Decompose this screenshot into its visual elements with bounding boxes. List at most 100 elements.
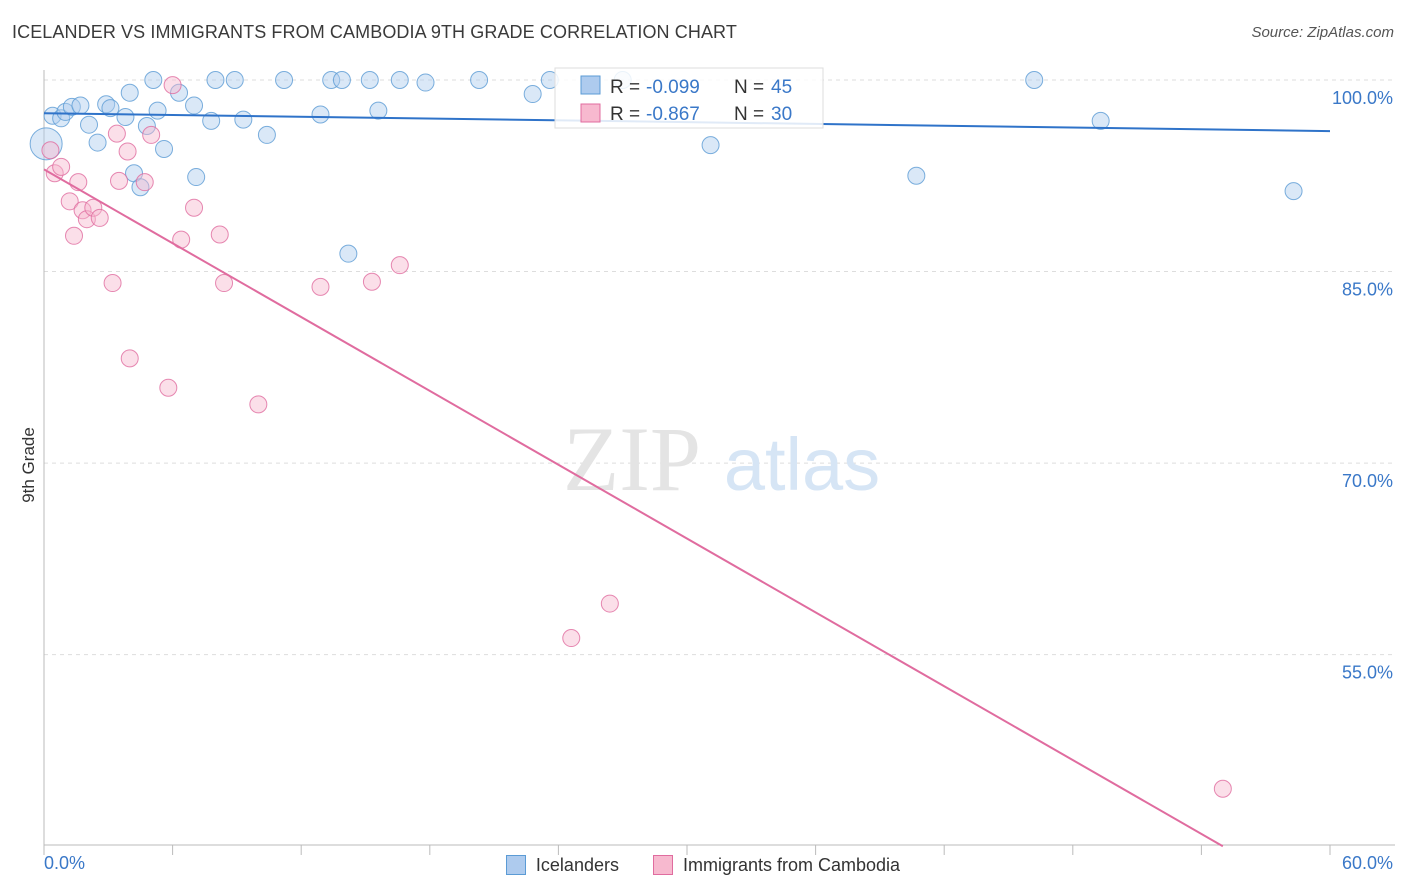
point-0-26 <box>275 71 294 89</box>
point-1-17 <box>159 378 178 397</box>
x-tick-label-min: 0.0% <box>44 853 85 873</box>
point-0-9 <box>101 99 120 118</box>
watermark: ZIP atlas <box>563 408 880 510</box>
point-0-30 <box>339 244 358 263</box>
point-1-4 <box>65 226 84 245</box>
stats-r-value-2: -0.867 <box>646 104 700 125</box>
stats-r-value-1: -0.099 <box>646 77 700 98</box>
series-points <box>29 71 1303 798</box>
point-1-28 <box>600 594 619 613</box>
stats-legend-swatch-pink <box>580 103 601 123</box>
point-0-11 <box>120 83 139 102</box>
point-0-18 <box>170 83 189 102</box>
axes <box>43 70 1395 855</box>
y-axis-label: 9th Grade <box>19 427 38 503</box>
point-1-23 <box>249 395 268 414</box>
point-1-15 <box>135 173 154 192</box>
stats-legend: R = -0.099 N = 45 R = -0.867 N = 30 <box>554 67 824 129</box>
y-tick-label-0: 100.0% <box>1332 88 1393 108</box>
x-tick-label-max: 60.0% <box>1342 853 1393 873</box>
point-0-17 <box>155 139 174 158</box>
point-0-21 <box>202 111 221 130</box>
point-0-23 <box>225 71 244 89</box>
point-0-39 <box>701 136 720 155</box>
point-0-32 <box>369 101 388 120</box>
point-0-15 <box>144 71 163 89</box>
point-0-35 <box>470 71 489 89</box>
stats-r-label-1: R = <box>610 77 640 98</box>
series-legend: Icelanders Immigrants from Cambodia <box>0 852 1406 878</box>
point-0-27 <box>311 105 330 124</box>
point-1-6 <box>73 201 92 220</box>
point-0-31 <box>360 71 379 89</box>
point-1-29 <box>1213 779 1232 798</box>
point-0-22 <box>206 71 225 89</box>
point-1-26 <box>390 256 409 275</box>
y-tick-label-3: 55.0% <box>1342 663 1393 683</box>
legend-label-icelanders: Icelanders <box>535 854 619 875</box>
point-1-2 <box>52 157 71 176</box>
point-0-24 <box>234 110 253 129</box>
point-0-36 <box>523 85 542 104</box>
point-1-8 <box>84 198 103 217</box>
watermark-atlas: atlas <box>724 423 880 506</box>
legend-item-cambodia: Immigrants from Cambodia <box>652 852 901 878</box>
point-0-40 <box>907 166 926 185</box>
point-0-20 <box>187 168 206 187</box>
point-1-12 <box>110 171 129 190</box>
legend-item-icelanders: Icelanders <box>505 852 619 878</box>
point-0-5 <box>71 96 90 115</box>
stats-n-label-1: N = <box>734 77 764 98</box>
point-1-3 <box>60 192 79 211</box>
point-0-14 <box>137 116 156 135</box>
point-1-0 <box>41 141 60 160</box>
stats-legend-swatch-blue <box>580 75 601 95</box>
point-1-21 <box>210 225 229 244</box>
y-tick-label-1: 85.0% <box>1342 280 1393 300</box>
point-1-20 <box>185 198 204 217</box>
point-1-13 <box>118 142 137 161</box>
point-0-6 <box>80 115 99 134</box>
point-1-11 <box>107 124 126 143</box>
y-tick-labels: 100.0% 85.0% 70.0% 55.0% <box>1332 88 1393 683</box>
point-0-43 <box>1284 182 1303 201</box>
point-0-41 <box>1025 71 1044 89</box>
legend-swatch-icelanders <box>505 855 526 875</box>
point-1-14 <box>120 349 139 368</box>
point-1-16 <box>142 125 161 144</box>
point-0-28 <box>322 71 341 89</box>
y-tick-label-2: 70.0% <box>1342 471 1393 491</box>
point-0-34 <box>416 73 435 92</box>
point-1-22 <box>215 274 234 293</box>
source-label: Source: ZipAtlas.com <box>1251 24 1394 41</box>
stats-n-value-1: 45 <box>771 77 792 98</box>
point-1-25 <box>362 272 381 291</box>
point-1-18 <box>163 76 182 95</box>
legend-label-cambodia: Immigrants from Cambodia <box>682 854 901 875</box>
point-1-9 <box>90 208 109 227</box>
point-0-19 <box>185 96 204 115</box>
point-0-16 <box>148 101 167 120</box>
point-1-7 <box>77 210 96 229</box>
trend-line-1 <box>43 168 1224 848</box>
point-0-25 <box>257 125 276 144</box>
watermark-zip: ZIP <box>563 408 701 510</box>
point-0-7 <box>88 133 107 152</box>
series-1-points <box>41 76 1232 798</box>
x-tick-labels: 0.0% 60.0% <box>44 853 1393 873</box>
point-0-0 <box>29 127 63 161</box>
point-1-24 <box>311 277 330 296</box>
gridlines <box>44 79 1395 656</box>
point-1-27 <box>562 629 581 648</box>
point-0-42 <box>1091 111 1110 130</box>
stats-r-label-2: R = <box>610 104 640 125</box>
point-0-10 <box>116 108 135 127</box>
point-1-10 <box>103 274 122 293</box>
legend-swatch-cambodia <box>652 855 673 875</box>
point-0-33 <box>390 71 409 89</box>
point-0-29 <box>332 71 351 89</box>
stats-n-label-2: N = <box>734 104 764 125</box>
chart-title: ICELANDER VS IMMIGRANTS FROM CAMBODIA 9T… <box>12 22 737 42</box>
stats-n-value-2: 30 <box>771 104 792 125</box>
